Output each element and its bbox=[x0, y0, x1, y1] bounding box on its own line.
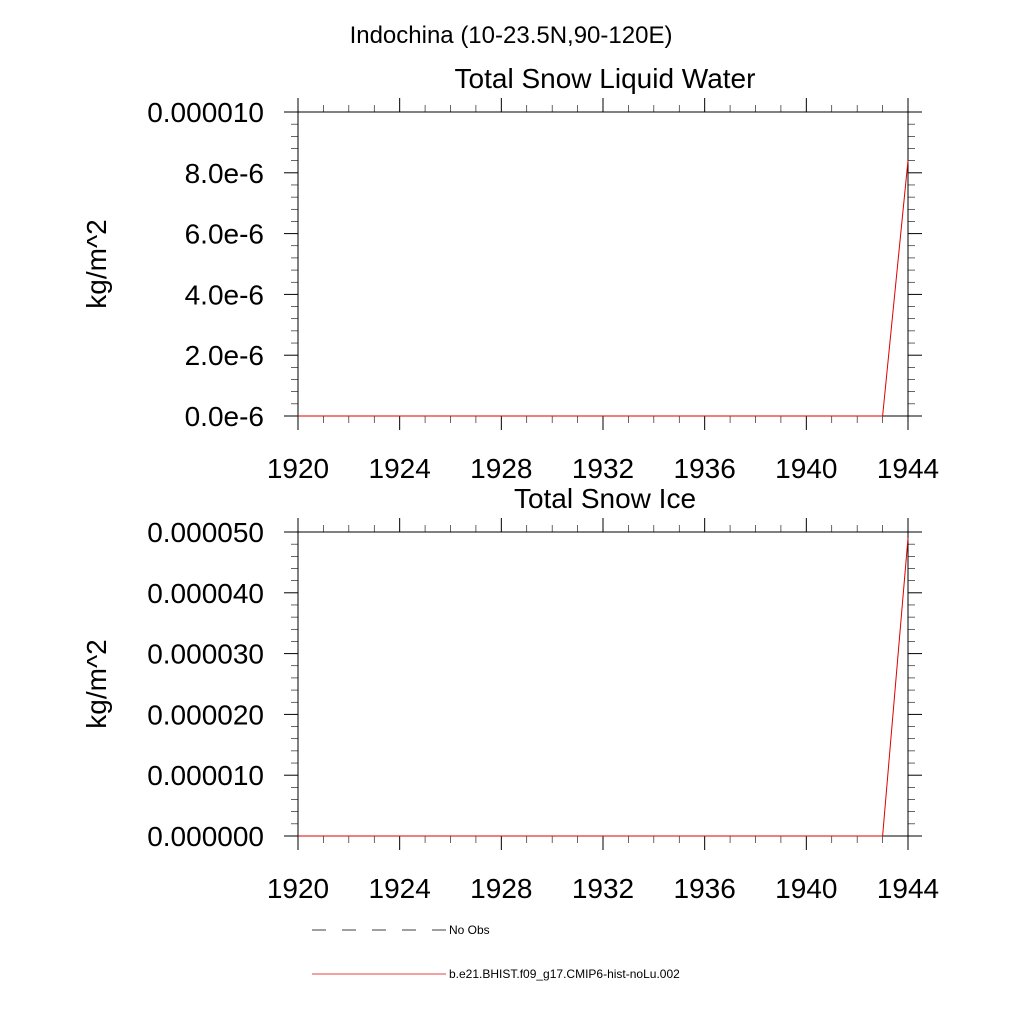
x-tick-label-snow-ice: 1944 bbox=[877, 873, 939, 904]
y-tick-label-snow-ice: 0.000010 bbox=[147, 760, 264, 791]
x-tick-label-snow-ice: 1928 bbox=[470, 873, 532, 904]
chart-title-snow-liquid-water: Total Snow Liquid Water bbox=[455, 63, 756, 94]
y-tick-label-snow-ice: 0.000030 bbox=[147, 639, 264, 670]
y-tick-label-snow-liquid-water: 0.000010 bbox=[147, 97, 264, 128]
panel-snow-ice: Total Snow Ice kg/m^2 0.000000 0.000010 0.00… bbox=[81, 483, 939, 904]
plot-frame-snow-liquid-water bbox=[297, 111, 909, 417]
legend: No Obs b.e21.BHIST.f09_g17.CMIP6-hist-no… bbox=[312, 923, 680, 981]
y-axis-label-snow-ice: kg/m^2 bbox=[81, 639, 112, 728]
x-tick-label-snow-liquid-water: 1944 bbox=[877, 453, 939, 484]
x-tick-label-snow-ice: 1924 bbox=[369, 873, 431, 904]
x-tick-label-snow-liquid-water: 1940 bbox=[775, 453, 837, 484]
x-tick-label-snow-ice: 1920 bbox=[267, 873, 329, 904]
x-tick-label-snow-ice: 1936 bbox=[674, 873, 736, 904]
x-tick-label-snow-liquid-water: 1928 bbox=[470, 453, 532, 484]
y-tick-label-snow-ice: 0.000020 bbox=[147, 699, 264, 730]
legend-entry-no-obs: No Obs bbox=[312, 923, 490, 937]
x-tick-label-snow-ice: 1932 bbox=[572, 873, 634, 904]
legend-label-model: b.e21.BHIST.f09_g17.CMIP6-hist-noLu.002 bbox=[449, 967, 680, 981]
series-line-snow-liquid-water bbox=[298, 160, 909, 417]
y-tick-label-snow-liquid-water: 8.0e-6 bbox=[185, 158, 264, 189]
x-tick-label-snow-liquid-water: 1920 bbox=[267, 453, 329, 484]
page-title: Indochina (10-23.5N,90-120E) bbox=[350, 22, 673, 49]
y-axis-label-snow-liquid-water: kg/m^2 bbox=[81, 219, 112, 308]
y-tick-label-snow-liquid-water: 4.0e-6 bbox=[185, 279, 264, 310]
legend-entry-model: b.e21.BHIST.f09_g17.CMIP6-hist-noLu.002 bbox=[312, 967, 680, 981]
y-tick-label-snow-ice: 0.000050 bbox=[147, 517, 264, 548]
y-tick-label-snow-liquid-water: 0.0e-6 bbox=[185, 401, 264, 432]
series-line-snow-ice bbox=[298, 538, 909, 837]
y-tick-label-snow-ice: 0.000040 bbox=[147, 578, 264, 609]
panel-snow-liquid-water: Total Snow Liquid Water kg/m^2 0.0e-6 2.0e-… bbox=[81, 63, 939, 484]
plot-frame-snow-ice bbox=[297, 531, 909, 837]
y-tick-label-snow-liquid-water: 6.0e-6 bbox=[185, 219, 264, 250]
x-tick-label-snow-liquid-water: 1924 bbox=[369, 453, 431, 484]
y-tick-label-snow-ice: 0.000000 bbox=[147, 821, 264, 852]
x-tick-label-snow-liquid-water: 1936 bbox=[674, 453, 736, 484]
chart-title-snow-ice: Total Snow Ice bbox=[514, 483, 696, 514]
legend-label-no-obs: No Obs bbox=[449, 923, 490, 937]
y-tick-label-snow-liquid-water: 2.0e-6 bbox=[185, 340, 264, 371]
x-tick-label-snow-ice: 1940 bbox=[775, 873, 837, 904]
x-tick-label-snow-liquid-water: 1932 bbox=[572, 453, 634, 484]
